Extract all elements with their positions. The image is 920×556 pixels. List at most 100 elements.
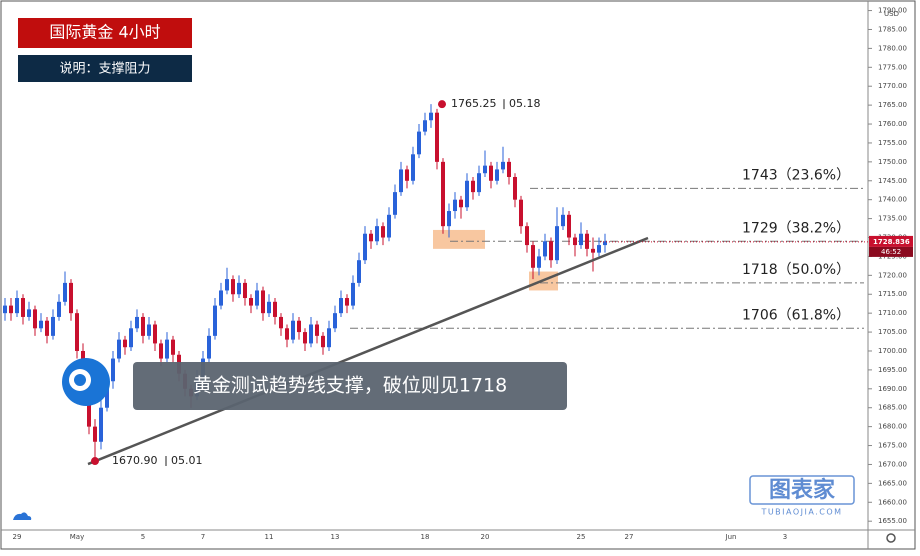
candle-body: [369, 233, 373, 242]
candle-body: [159, 343, 163, 359]
candle-body: [375, 226, 379, 242]
annotation-box: [133, 362, 567, 410]
high-date: 05.18: [509, 97, 541, 110]
countdown: 46:52: [881, 248, 901, 256]
candle-body: [489, 165, 493, 181]
y-tick-label: 1750.00: [878, 158, 907, 166]
x-tick-label: 7: [201, 533, 205, 541]
candle-body: [39, 320, 43, 329]
candle-body: [567, 214, 571, 238]
candle-body: [285, 328, 289, 340]
candle-body: [243, 282, 247, 299]
candle-body: [321, 335, 325, 348]
y-tick-label: 1700.00: [878, 347, 907, 355]
candle-body: [57, 301, 61, 317]
tv-logo: [13, 512, 32, 520]
settings-icon[interactable]: [886, 533, 896, 543]
candle-body: [129, 328, 133, 348]
candle-body: [93, 426, 97, 442]
high-marker: [438, 100, 446, 109]
candle-body: [597, 245, 601, 253]
candle-body: [537, 256, 541, 268]
author-icon-eye: [74, 374, 86, 386]
candle-body: [351, 282, 355, 306]
candle-body: [471, 180, 475, 193]
annotation-text: 黄金测试趋势线支撑，破位则见1718: [193, 375, 507, 397]
candle-body: [477, 173, 481, 193]
x-tick-label: 29: [13, 533, 22, 541]
candle-body: [303, 332, 307, 344]
low-label: 1670.90: [112, 454, 158, 467]
watermark-url: TUBIAOJIA.COM: [760, 508, 842, 517]
chart-title: 国际黄金 4小时: [49, 23, 160, 42]
candle-body: [429, 112, 433, 121]
candle-body: [75, 313, 79, 351]
candle-body: [9, 305, 13, 314]
candle-body: [417, 131, 421, 155]
candle-body: [165, 339, 169, 359]
candle-body: [117, 339, 121, 359]
y-tick-label: 1685.00: [878, 404, 907, 412]
candle-body: [423, 120, 427, 132]
candle-body: [405, 169, 409, 181]
y-tick-label: 1720.00: [878, 271, 907, 279]
candle-body: [105, 381, 109, 408]
candle-body: [381, 226, 385, 238]
candle-body: [327, 328, 331, 348]
y-tick-label: 1785.00: [878, 25, 907, 33]
y-tick-label: 1665.00: [878, 479, 907, 487]
y-tick-label: 1655.00: [878, 517, 907, 525]
candle-body: [579, 233, 583, 246]
candle-body: [27, 309, 31, 317]
currency-label: USD: [884, 10, 899, 18]
last-price-tag: [869, 235, 913, 247]
y-tick-label: 1760.00: [878, 120, 907, 128]
fib-label: 1729（38.2%）: [742, 220, 850, 236]
candle-body: [207, 335, 211, 359]
y-tick-label: 1705.00: [878, 328, 907, 336]
y-tick-label: 1670.00: [878, 460, 907, 468]
candle-body: [393, 192, 397, 215]
candle-body: [249, 298, 253, 306]
trendline: [87, 236, 649, 466]
candle-body: [363, 233, 367, 261]
candle-body: [411, 154, 415, 181]
candle-body: [279, 316, 283, 329]
y-tick-label: 1790.00: [878, 7, 907, 15]
candle-body: [267, 301, 271, 314]
candle-body: [21, 298, 25, 317]
candle-body: [135, 316, 139, 329]
candle-body: [333, 313, 337, 329]
y-tick-label: 1660.00: [878, 498, 907, 506]
candle-body: [225, 279, 229, 291]
candle-body: [45, 320, 49, 336]
watermark-box: [749, 475, 855, 505]
y-tick-label: 1675.00: [878, 442, 907, 450]
candle-body: [507, 161, 511, 177]
y-tick-label: 1695.00: [878, 366, 907, 374]
candle-body: [297, 320, 301, 333]
candle-body: [561, 214, 565, 227]
candle-body: [69, 282, 73, 314]
x-tick-label: 27: [625, 533, 634, 541]
candle-body: [309, 324, 313, 344]
candle-body: [315, 324, 319, 336]
candle-body: [123, 339, 127, 348]
candle-body: [339, 298, 343, 314]
candle-body: [111, 358, 115, 382]
candle-body: [291, 320, 295, 340]
x-tick-label: 25: [577, 533, 586, 541]
low-marker: [91, 457, 99, 466]
candle-body: [237, 282, 241, 295]
candle-body: [261, 290, 265, 314]
x-tick-label: 5: [141, 533, 145, 541]
fib-label: 1718（50.0%）: [742, 262, 850, 278]
candle-body: [99, 407, 103, 442]
candle-body: [453, 199, 457, 212]
candle-body: [15, 298, 19, 314]
candle-body: [513, 176, 517, 200]
candle-body: [51, 316, 55, 336]
x-tick-label: 18: [421, 533, 430, 541]
candle-body: [483, 165, 487, 174]
